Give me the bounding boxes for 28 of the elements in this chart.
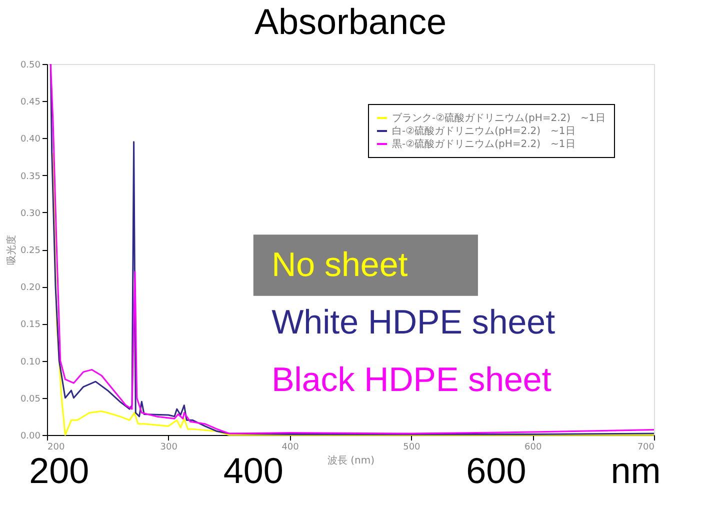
x-tick-label: 400 — [282, 442, 300, 452]
y-tick-label: 0.35 — [20, 172, 40, 182]
x-tick-label: 300 — [160, 442, 178, 452]
legend-label: ブランク-②硫酸ガドリニウム(pH=2.2) ~1日 — [392, 112, 606, 124]
x-axis-title: 波長 (nm) — [327, 454, 375, 466]
annotation: Black HDPE sheet — [272, 361, 552, 400]
chart-title: Absorbance — [254, 1, 447, 42]
text: nm — [610, 450, 661, 491]
annotation: No sheet — [272, 246, 408, 284]
x-tick-label: 200 — [48, 442, 65, 452]
y-tick-label: 0.05 — [20, 394, 40, 404]
legend-label: 黒-②硫酸ガドリニウム(pH=2.2) ~1日 — [392, 138, 576, 150]
y-tick-label: 0.15 — [20, 320, 40, 330]
y-axis-title: 吸光度 — [5, 235, 18, 265]
y-tick-label: 0.50 — [20, 60, 41, 70]
line-series — [52, 152, 655, 436]
y-tick-label: 0.10 — [20, 357, 41, 368]
y-tick-label: 0.45 — [20, 98, 40, 108]
y-tick-label: 0.20 — [20, 283, 41, 294]
y-tick-label: 0.25 — [20, 246, 40, 256]
x-tick-label: 600 — [524, 442, 542, 452]
y-tick-label: 0.30 — [20, 208, 41, 219]
legend-label: 白-②硫酸ガドリニウム(pH=2.2) ~1日 — [392, 125, 576, 137]
x-tick-label: 700 — [637, 442, 655, 452]
y-tick-label: 0.00 — [20, 432, 41, 442]
annotation: White HDPE sheet — [272, 304, 556, 342]
x-tick-label: 500 — [403, 442, 421, 452]
y-tick-label: 0.40 — [20, 134, 41, 145]
